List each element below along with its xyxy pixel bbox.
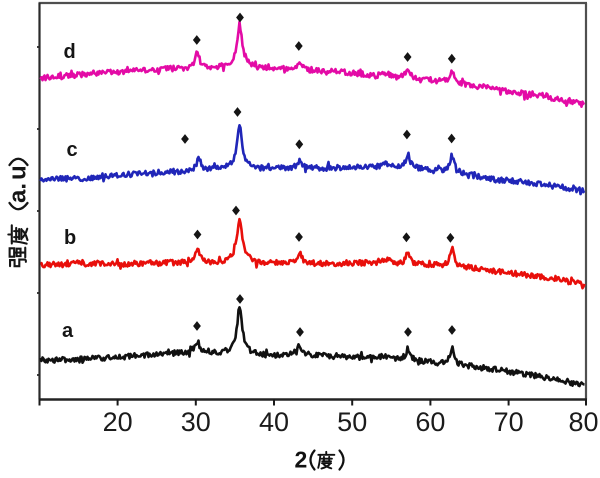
svg-text:70: 70 xyxy=(494,407,524,437)
svg-text:b: b xyxy=(64,227,76,249)
svg-text:2: 2 xyxy=(295,447,308,473)
svg-text:20: 20 xyxy=(103,407,133,437)
svg-text:c: c xyxy=(67,139,78,161)
svg-text:30: 30 xyxy=(181,407,211,437)
svg-text:50: 50 xyxy=(337,407,367,437)
svg-text:80: 80 xyxy=(568,407,598,437)
svg-text:u: u xyxy=(5,165,32,180)
svg-text:60: 60 xyxy=(415,407,445,437)
svg-text:a: a xyxy=(62,320,74,342)
svg-text:a.: a. xyxy=(5,183,32,203)
svg-text:d: d xyxy=(64,41,76,63)
svg-text:40: 40 xyxy=(259,407,289,437)
